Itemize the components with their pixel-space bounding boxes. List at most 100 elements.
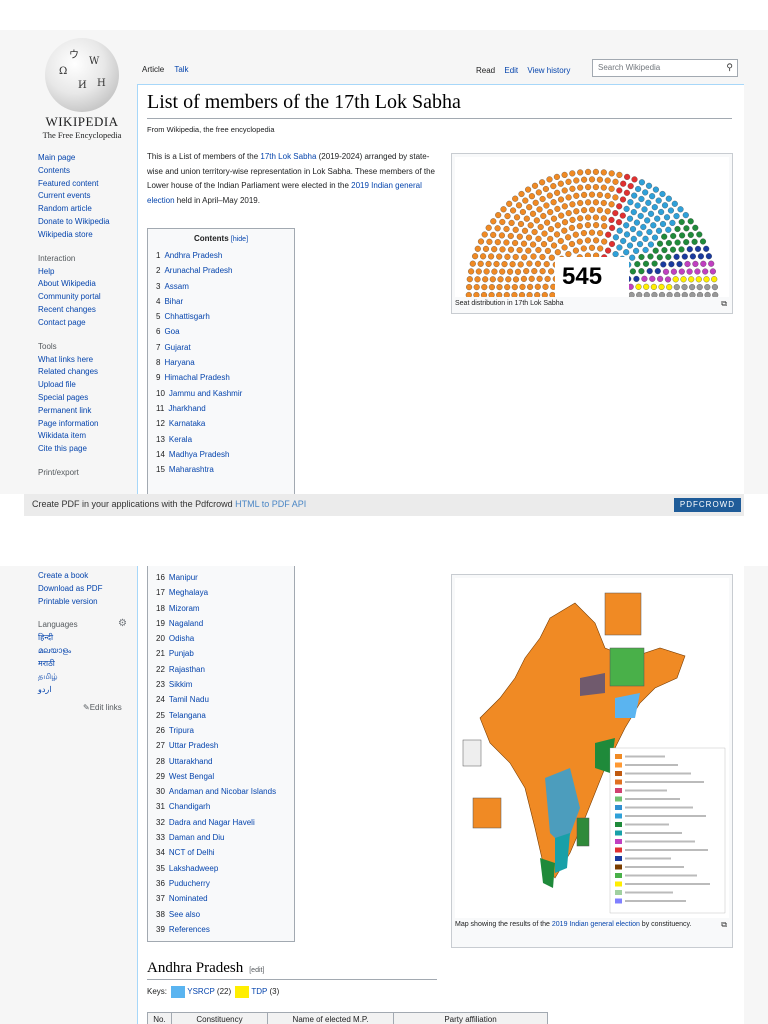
- toc-entry[interactable]: 14 Madhya Pradesh: [156, 447, 286, 462]
- toc-link[interactable]: Madhya Pradesh: [168, 449, 230, 459]
- toc-link[interactable]: Karnataka: [168, 419, 206, 429]
- toc-link[interactable]: Gujarat: [164, 342, 191, 352]
- toc-entry[interactable]: 31 Chandigarh: [156, 799, 286, 814]
- section-edit-link[interactable]: [edit]: [249, 967, 265, 974]
- enlarge-icon[interactable]: ⧉: [721, 299, 727, 308]
- banner-link[interactable]: HTML to PDF API: [235, 499, 307, 509]
- toc-link[interactable]: Mizoram: [168, 603, 200, 613]
- sidebar-interaction-item-2[interactable]: Community portal: [38, 292, 101, 302]
- toc-link[interactable]: Chhattisgarh: [164, 312, 210, 322]
- toc-entry[interactable]: 2 Arunachal Pradesh: [156, 263, 286, 278]
- key-ysrcp[interactable]: YSRCP: [187, 987, 215, 997]
- sidebar-tools-item-1[interactable]: Related changes: [38, 367, 99, 377]
- toc-link[interactable]: Telangana: [168, 710, 206, 720]
- toc-entry[interactable]: 19 Nagaland: [156, 616, 286, 631]
- toc-entry[interactable]: 6 Goa: [156, 324, 286, 339]
- toc-entry[interactable]: 9 Himachal Pradesh: [156, 370, 286, 385]
- toc-entry[interactable]: 24 Tamil Nadu: [156, 692, 286, 707]
- hemicycle-chart[interactable]: [455, 157, 729, 299]
- toc-link[interactable]: Rajasthan: [168, 664, 205, 674]
- toc-hide-link[interactable]: [hide]: [230, 236, 249, 243]
- sidebar-interaction-item-1[interactable]: About Wikipedia: [38, 279, 96, 289]
- toc-entry[interactable]: 7 Gujarat: [156, 340, 286, 355]
- toc-entry[interactable]: 33 Daman and Diu: [156, 830, 286, 845]
- toc-entry[interactable]: 3 Assam: [156, 279, 286, 294]
- toc-link[interactable]: Lakshadweep: [168, 863, 219, 873]
- sidebar-language-item-0[interactable]: हिन्दी: [38, 633, 54, 643]
- toc-entry[interactable]: 11 Jharkhand: [156, 401, 286, 416]
- edit-links[interactable]: ✎Edit links: [83, 703, 122, 712]
- toc-link[interactable]: Meghalaya: [168, 588, 209, 598]
- toc-entry[interactable]: 10 Jammu and Kashmir: [156, 386, 286, 401]
- sidebar-print-item-1[interactable]: Download as PDF: [38, 583, 103, 593]
- toc-link[interactable]: West Bengal: [168, 771, 215, 781]
- toc-link[interactable]: Tamil Nadu: [168, 695, 209, 705]
- toc-link[interactable]: Jharkhand: [168, 403, 206, 413]
- tab-article[interactable]: Article: [142, 65, 165, 74]
- toc-link[interactable]: References: [168, 924, 210, 934]
- sidebar-print-item-0[interactable]: Create a book: [38, 571, 89, 580]
- toc-link[interactable]: Nagaland: [168, 618, 204, 628]
- tab-talk[interactable]: Talk: [174, 65, 189, 74]
- sidebar-interaction-item-3[interactable]: Recent changes: [38, 304, 96, 314]
- toc-entry[interactable]: 20 Odisha: [156, 631, 286, 646]
- toc-entry[interactable]: 17 Meghalaya: [156, 585, 286, 600]
- toc-link[interactable]: Uttar Pradesh: [168, 741, 219, 751]
- sidebar-print-item-2[interactable]: Printable version: [38, 596, 98, 606]
- toc-link[interactable]: NCT of Delhi: [168, 848, 215, 858]
- toc-entry[interactable]: 39 References: [156, 922, 286, 937]
- sidebar-language-item-4[interactable]: اردو: [38, 684, 52, 694]
- toc-entry[interactable]: 21 Punjab: [156, 646, 286, 661]
- india-map-image[interactable]: [455, 578, 729, 918]
- sidebar-nav-item-6[interactable]: Wikipedia store: [38, 229, 93, 239]
- toc-entry[interactable]: 27 Uttar Pradesh: [156, 738, 286, 753]
- intro-link-2019-election[interactable]: 2019 Indian general election: [147, 181, 422, 205]
- sidebar-interaction-item-4[interactable]: Contact page: [38, 317, 86, 327]
- intro-link-17th-lok-sabha[interactable]: 17th Lok Sabha: [260, 152, 317, 161]
- toc-entry[interactable]: 15 Maharashtra: [156, 462, 286, 477]
- toc-link[interactable]: Maharashtra: [168, 465, 214, 475]
- toc-entry[interactable]: 8 Haryana: [156, 355, 286, 370]
- toc-entry[interactable]: 1 Andhra Pradesh: [156, 248, 286, 263]
- toc-link[interactable]: Andhra Pradesh: [164, 251, 223, 260]
- toc-entry[interactable]: 26 Tripura: [156, 723, 286, 738]
- sidebar-nav-item-5[interactable]: Donate to Wikipedia: [38, 216, 110, 226]
- toc-entry[interactable]: 34 NCT of Delhi: [156, 845, 286, 860]
- toc-link[interactable]: Chandigarh: [168, 802, 211, 812]
- toc-entry[interactable]: 18 Mizoram: [156, 601, 286, 616]
- toc-entry[interactable]: 38 See also: [156, 907, 286, 922]
- sidebar-tools-item-6[interactable]: Wikidata item: [38, 431, 87, 441]
- sidebar-language-item-1[interactable]: മലയാളം: [38, 646, 72, 656]
- toc-link[interactable]: Arunachal Pradesh: [164, 266, 233, 276]
- toc-link[interactable]: Goa: [164, 327, 180, 337]
- toc-entry[interactable]: 13 Kerala: [156, 432, 286, 447]
- sidebar-interaction-item-0[interactable]: Help: [38, 266, 55, 276]
- toc-link[interactable]: Tripura: [168, 725, 194, 735]
- toc-link[interactable]: Puducherry: [168, 878, 210, 888]
- sidebar-tools-item-7[interactable]: Cite this page: [38, 444, 87, 454]
- sidebar-language-item-2[interactable]: मराठी: [38, 658, 55, 668]
- toc-link[interactable]: Manipur: [168, 573, 198, 582]
- sidebar-nav-item-1[interactable]: Contents: [38, 165, 71, 175]
- toc-link[interactable]: Nominated: [168, 894, 208, 904]
- sidebar-nav-item-4[interactable]: Random article: [38, 204, 92, 214]
- toc-link[interactable]: Uttarakhand: [168, 756, 213, 766]
- toc-entry[interactable]: 12 Karnataka: [156, 416, 286, 431]
- tab-history[interactable]: View history: [527, 66, 571, 75]
- toc-link[interactable]: Assam: [164, 281, 189, 291]
- sidebar-tools-item-2[interactable]: Upload file: [38, 380, 76, 390]
- toc-entry[interactable]: 28 Uttarakhand: [156, 754, 286, 769]
- toc-link[interactable]: Punjab: [168, 649, 194, 659]
- toc-link[interactable]: Kerala: [168, 434, 193, 444]
- toc-entry[interactable]: 16 Manipur: [156, 570, 286, 585]
- key-tdp[interactable]: TDP: [251, 987, 268, 997]
- search-input[interactable]: Search Wikipedia ⚲: [592, 59, 738, 77]
- search-icon[interactable]: ⚲: [726, 62, 733, 72]
- toc-link[interactable]: Sikkim: [168, 680, 193, 690]
- map-caption-link[interactable]: 2019 Indian general election: [551, 921, 640, 928]
- sidebar-language-item-3[interactable]: தமிழ்: [38, 671, 58, 681]
- enlarge-icon[interactable]: ⧉: [721, 920, 727, 929]
- gear-icon[interactable]: ⚙: [118, 618, 127, 630]
- pdfcrowd-button[interactable]: PDFCROWD: [673, 498, 741, 512]
